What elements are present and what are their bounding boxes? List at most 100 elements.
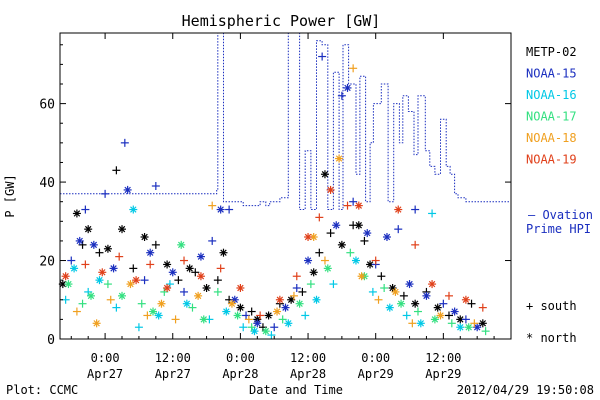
data-point xyxy=(101,189,110,198)
data-point xyxy=(140,233,149,241)
y-axis-ticks: 0 20 40 60 xyxy=(39,44,511,348)
data-point xyxy=(309,233,318,241)
data-point xyxy=(112,166,121,175)
data-point xyxy=(78,299,87,308)
data-point xyxy=(411,205,420,214)
data-point xyxy=(222,307,231,316)
data-point xyxy=(115,252,124,261)
data-point xyxy=(295,299,304,308)
data-point xyxy=(216,205,225,214)
data-point xyxy=(360,236,369,245)
data-point xyxy=(180,287,189,296)
data-point xyxy=(323,264,332,273)
ovation-label-line1: – Ovation xyxy=(528,208,593,222)
data-point xyxy=(132,276,141,285)
data-point xyxy=(146,248,155,257)
data-point xyxy=(411,240,420,249)
data-point xyxy=(202,284,211,292)
data-point xyxy=(405,280,414,289)
data-point xyxy=(478,303,487,312)
data-point xyxy=(67,256,76,265)
data-point xyxy=(123,185,132,194)
data-point xyxy=(397,299,406,308)
data-point xyxy=(478,319,487,328)
legend-item: NOAA-18 xyxy=(526,131,577,145)
data-point xyxy=(326,229,335,238)
data-point xyxy=(112,303,121,312)
data-point xyxy=(467,299,476,308)
data-point xyxy=(256,311,265,320)
data-point xyxy=(149,307,158,316)
data-point xyxy=(289,291,298,300)
data-point xyxy=(106,295,115,304)
data-point xyxy=(371,256,380,265)
data-point xyxy=(450,307,459,316)
symbol-legend-item: + south xyxy=(526,299,577,313)
legend-item: NOAA-15 xyxy=(526,67,577,81)
data-point xyxy=(95,248,104,257)
data-point xyxy=(213,276,222,285)
data-point xyxy=(87,291,96,300)
x-tick-label-date: Apr28 xyxy=(290,367,326,381)
data-point xyxy=(439,299,448,308)
legend-item: NOAA-17 xyxy=(526,110,577,124)
y-tick-label: 0 xyxy=(47,333,55,348)
data-point xyxy=(236,284,245,292)
data-point xyxy=(72,307,81,316)
x-axis-label: Date and Time xyxy=(249,383,343,397)
legend-item: NOAA-19 xyxy=(526,153,577,167)
data-point xyxy=(177,240,186,249)
data-point xyxy=(199,315,208,324)
data-point xyxy=(481,327,490,336)
ovation-step-line xyxy=(60,32,511,210)
data-point xyxy=(244,315,253,324)
data-point xyxy=(444,311,453,320)
data-point xyxy=(64,280,73,289)
data-point xyxy=(315,213,324,222)
data-point xyxy=(191,268,200,277)
x-tick-label-time: 0:00 xyxy=(226,351,255,365)
data-point xyxy=(273,307,282,316)
data-point xyxy=(92,319,101,328)
data-point xyxy=(194,291,203,300)
data-point xyxy=(126,280,135,289)
data-point xyxy=(447,319,456,328)
ovation-prime-hpi-series xyxy=(60,32,511,210)
ovation-label-line2: Prime HPI xyxy=(526,222,591,236)
data-point xyxy=(264,311,273,320)
data-point xyxy=(436,311,445,320)
data-point xyxy=(95,276,104,285)
y-axis-label: P [GW] xyxy=(3,174,17,217)
data-point xyxy=(185,264,194,273)
data-point xyxy=(270,323,279,332)
data-point xyxy=(292,272,301,281)
data-point xyxy=(354,201,363,210)
data-point xyxy=(120,138,129,147)
data-point xyxy=(129,205,138,214)
data-point xyxy=(239,323,248,332)
data-point xyxy=(416,319,425,328)
data-point xyxy=(208,236,217,245)
data-point xyxy=(137,299,146,308)
data-point xyxy=(180,256,189,265)
data-point xyxy=(380,284,389,292)
data-point xyxy=(182,299,191,308)
data-point xyxy=(298,287,307,296)
data-point xyxy=(278,315,287,324)
plot-frame xyxy=(59,32,512,340)
x-tick-label-time: 0:00 xyxy=(361,351,390,365)
data-point xyxy=(129,264,138,273)
data-point xyxy=(98,268,107,277)
x-tick-label-time: 12:00 xyxy=(425,351,461,365)
legend: METP-02 NOAA-15 NOAA-16 NOAA-17 NOAA-18 NOAA-… xyxy=(526,45,577,167)
data-point xyxy=(196,252,205,261)
data-point xyxy=(284,319,293,328)
x-tick-label-time: 0:00 xyxy=(91,351,120,365)
data-point xyxy=(163,284,172,292)
footer-timestamp: 2012/04/29 19:50:08 xyxy=(457,383,594,397)
chart-title: Hemispheric Power [GW] xyxy=(182,12,381,30)
x-tick-label-time: 12:00 xyxy=(155,351,191,365)
data-point xyxy=(337,240,346,249)
data-point xyxy=(109,264,118,273)
x-tick-label-date: Apr29 xyxy=(425,367,461,381)
